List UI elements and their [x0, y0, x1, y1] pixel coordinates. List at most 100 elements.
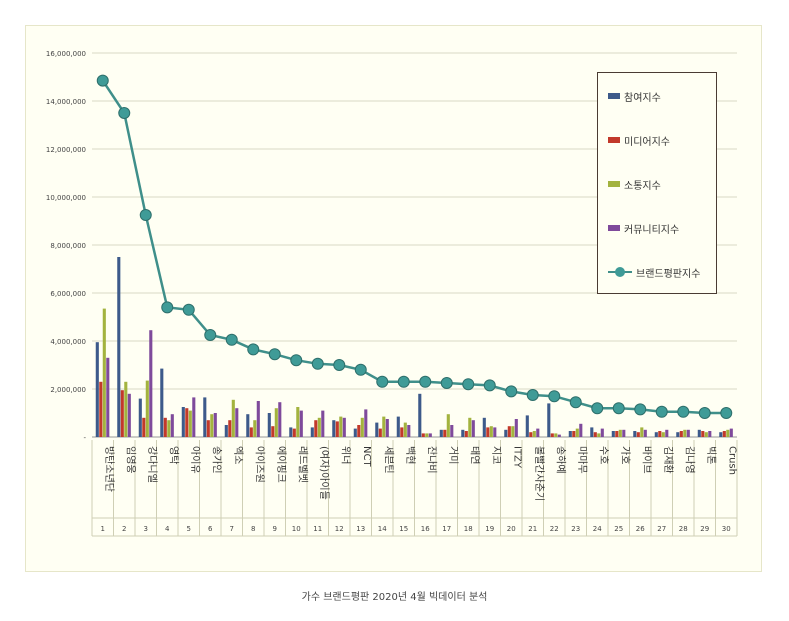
bar — [665, 429, 669, 437]
category-label: 엑소 — [232, 446, 244, 464]
line-point — [419, 375, 432, 388]
rank-label: 14 — [378, 525, 387, 533]
line-point — [655, 405, 668, 418]
bar — [661, 432, 665, 437]
bar — [622, 429, 626, 437]
y-tick-label: 10,000,000 — [46, 194, 86, 202]
legend-item: 브랜드평판지수 — [608, 265, 700, 280]
rank-label: 28 — [679, 525, 688, 533]
bar — [597, 433, 601, 437]
bar — [640, 427, 644, 437]
category-label: 김나영 — [683, 446, 695, 474]
rank-label: 8 — [251, 525, 255, 533]
bar — [421, 433, 425, 437]
category-label: ITZY — [511, 446, 522, 469]
line-point — [204, 329, 217, 341]
bar — [124, 381, 128, 437]
bar — [117, 257, 121, 437]
bar — [149, 330, 153, 437]
bar — [439, 429, 443, 437]
bar — [145, 380, 149, 437]
bar — [253, 420, 257, 437]
category-label: (여자)아이들 — [318, 446, 330, 500]
line-point — [333, 359, 346, 371]
bar — [249, 427, 253, 437]
bar — [310, 427, 314, 437]
rank-label: 4 — [165, 525, 170, 533]
category-label: 방탄소년단 — [103, 446, 115, 492]
bar — [106, 357, 110, 437]
line-point — [161, 301, 174, 314]
bar — [729, 428, 733, 437]
bar — [213, 413, 217, 437]
bar — [160, 368, 164, 437]
line-point — [182, 303, 195, 316]
bar — [464, 431, 468, 437]
line-point — [397, 375, 410, 388]
category-label: 임영웅 — [124, 446, 137, 474]
chart-legend: 참여지수 미디어지수 소통지수 커뮤니티지수 브랜드평판지수 — [597, 72, 717, 294]
bar — [170, 414, 174, 437]
bar — [185, 408, 189, 437]
bar — [489, 426, 493, 437]
bar — [256, 401, 260, 437]
bar — [683, 429, 687, 437]
bar — [493, 427, 497, 437]
bar — [289, 427, 293, 437]
bar — [317, 417, 321, 437]
bar — [446, 414, 450, 437]
line-point — [698, 407, 711, 419]
bar — [120, 390, 124, 437]
bar — [636, 432, 640, 437]
rank-label: 17 — [442, 525, 451, 533]
bar — [708, 431, 712, 437]
category-label: 태연 — [468, 446, 480, 464]
bar — [342, 417, 346, 437]
line-point — [462, 378, 475, 391]
bar — [615, 431, 619, 437]
rank-label: 5 — [187, 525, 191, 533]
bar — [514, 419, 518, 437]
rank-label: 13 — [356, 525, 365, 533]
bar — [203, 397, 207, 437]
bar — [102, 308, 106, 437]
bar — [701, 431, 705, 437]
rank-label: 23 — [571, 525, 580, 533]
bar — [425, 433, 429, 437]
bar — [95, 342, 99, 437]
bar — [418, 393, 422, 437]
legend-swatch — [608, 181, 620, 187]
rank-label: 25 — [614, 525, 623, 533]
bar — [676, 432, 680, 437]
bar — [504, 429, 508, 437]
bar — [400, 427, 404, 437]
y-tick-label: 14,000,000 — [46, 98, 86, 106]
line-point — [505, 385, 518, 398]
bar — [403, 422, 407, 437]
bar — [364, 409, 368, 437]
brand-reputation-chart: - 2,000,000 4,000,000 6,000,000 8,000,000 10,… — [46, 50, 738, 537]
bar — [536, 428, 540, 437]
rank-label: 3 — [144, 525, 148, 533]
bar — [579, 423, 583, 437]
rank-label: 1 — [101, 525, 105, 533]
bar — [375, 422, 379, 437]
category-label: 백현 — [404, 446, 416, 464]
bar — [550, 433, 554, 437]
rank-label: 20 — [507, 525, 516, 533]
bar — [554, 433, 558, 437]
bar — [525, 415, 529, 437]
category-label: 빅톤 — [705, 446, 717, 464]
bar — [385, 419, 389, 437]
bar — [600, 428, 604, 437]
bar — [507, 426, 511, 437]
category-label: 잔나비 — [425, 446, 437, 474]
category-label: 거미 — [447, 446, 459, 464]
legend-swatch — [608, 225, 620, 231]
rank-label: 6 — [208, 525, 213, 533]
rank-label: 9 — [273, 525, 277, 533]
bar — [643, 429, 647, 437]
legend-swatch — [608, 93, 620, 99]
y-tick-label: 16,000,000 — [46, 50, 86, 58]
rank-label: 30 — [722, 525, 731, 533]
